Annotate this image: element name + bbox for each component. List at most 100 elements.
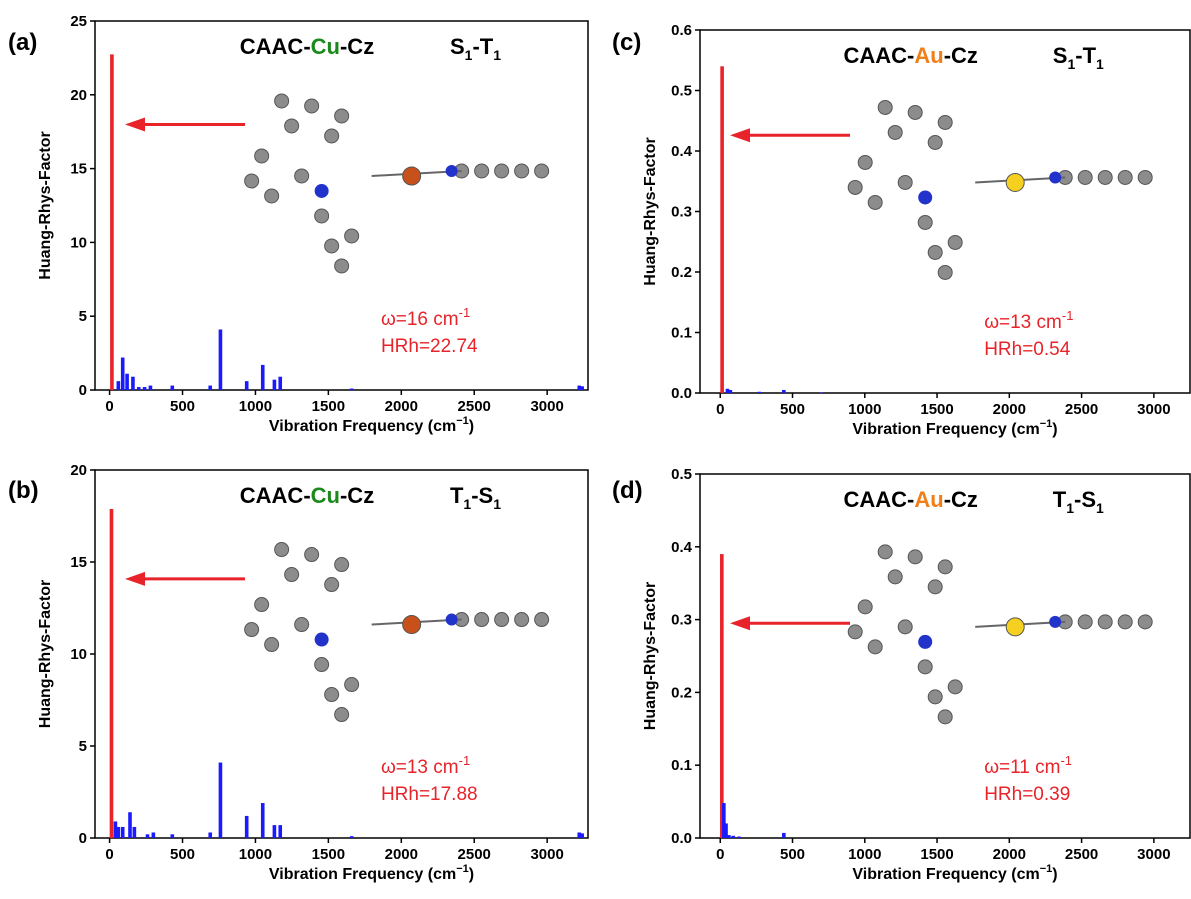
bar bbox=[131, 377, 135, 390]
state-part: -S bbox=[1074, 487, 1096, 512]
atom bbox=[938, 560, 952, 574]
bar bbox=[720, 554, 724, 838]
bar bbox=[245, 381, 249, 390]
hr-annotation: HRh=0.39 bbox=[984, 784, 1070, 805]
x-axis-label: Vibration Frequency (cm−1) bbox=[852, 418, 1057, 438]
panel-title: CAAC-Cu-Cz bbox=[240, 34, 374, 59]
atom bbox=[295, 618, 309, 632]
x-axis-label-sup: −1 bbox=[1040, 863, 1053, 875]
atom bbox=[1138, 170, 1152, 184]
atom bbox=[858, 155, 872, 169]
y-axis-label: Huang-Rhys-Factor bbox=[37, 580, 54, 728]
y-axis-label: Huang-Rhys-Factor bbox=[642, 582, 659, 730]
atom bbox=[938, 115, 952, 129]
bar bbox=[720, 66, 724, 393]
state-part: S bbox=[450, 34, 465, 59]
y-tick-label: 20 bbox=[70, 87, 87, 104]
atom bbox=[285, 568, 299, 582]
bar bbox=[110, 509, 114, 838]
atom bbox=[928, 135, 942, 149]
bar bbox=[782, 833, 786, 838]
atom bbox=[898, 620, 912, 634]
plot-frame bbox=[95, 21, 588, 390]
bar bbox=[117, 381, 121, 390]
n-atom bbox=[315, 184, 329, 198]
x-axis-label-text: Vibration Frequency (cm bbox=[852, 866, 1039, 883]
y-tick-label: 0.0 bbox=[671, 385, 692, 402]
atom bbox=[908, 550, 922, 564]
atom bbox=[285, 119, 299, 133]
x-tick-label: 2500 bbox=[1065, 846, 1098, 863]
bar bbox=[143, 387, 147, 390]
y-tick-label: 0 bbox=[79, 382, 87, 399]
bar bbox=[219, 329, 223, 390]
bar bbox=[580, 833, 584, 838]
x-tick-label: 3000 bbox=[1137, 846, 1170, 863]
bar bbox=[128, 812, 132, 838]
atom bbox=[325, 239, 339, 253]
x-tick-label: 1500 bbox=[920, 846, 953, 863]
metal-atom bbox=[1006, 618, 1024, 636]
atom bbox=[888, 125, 902, 139]
bar bbox=[737, 837, 741, 838]
atom bbox=[475, 164, 489, 178]
metal-atom bbox=[1006, 173, 1024, 191]
y-tick-label: 5 bbox=[79, 738, 87, 755]
x-axis-label-end: ) bbox=[469, 866, 474, 883]
state-part: 1 bbox=[465, 47, 473, 63]
atom bbox=[495, 613, 509, 627]
y-tick-label: 0.5 bbox=[671, 83, 692, 100]
y-tick-label: 10 bbox=[70, 646, 87, 663]
x-tick-label: 2000 bbox=[993, 846, 1026, 863]
bar bbox=[121, 358, 125, 390]
panel: (b)05101520050010001500200025003000Vibra… bbox=[8, 462, 588, 883]
x-tick-label: 0 bbox=[105, 846, 113, 863]
atom bbox=[1118, 615, 1132, 629]
title-part: Cu bbox=[311, 483, 340, 508]
x-axis-label-sup: −1 bbox=[1040, 418, 1053, 430]
bar bbox=[245, 816, 249, 838]
x-axis-label-end: ) bbox=[1052, 866, 1057, 883]
state-part: T bbox=[450, 483, 464, 508]
x-tick-label: 1000 bbox=[848, 846, 881, 863]
n-atom bbox=[918, 635, 932, 649]
bar bbox=[133, 827, 137, 838]
x-tick-label: 3000 bbox=[530, 846, 563, 863]
atom bbox=[265, 189, 279, 203]
x-tick-label: 1500 bbox=[920, 401, 953, 418]
atom bbox=[325, 578, 339, 592]
state-part: -T bbox=[1075, 43, 1096, 68]
y-tick-label: 0.3 bbox=[671, 204, 692, 221]
n-atom bbox=[1049, 616, 1061, 628]
y-tick-label: 0.5 bbox=[671, 466, 692, 483]
atom bbox=[315, 658, 329, 672]
bar bbox=[137, 387, 141, 390]
bar bbox=[350, 389, 354, 390]
title-part: Au bbox=[914, 43, 943, 68]
x-tick-label: 1000 bbox=[239, 846, 272, 863]
panel-title: CAAC-Au-Cz bbox=[843, 487, 977, 512]
y-axis-label: Huang-Rhys-Factor bbox=[37, 131, 54, 279]
y-tick-label: 25 bbox=[70, 13, 87, 30]
state-part: 1 bbox=[1096, 56, 1104, 72]
atom bbox=[848, 625, 862, 639]
x-tick-label: 1500 bbox=[312, 846, 345, 863]
bar bbox=[261, 803, 265, 838]
omega-annotation: ω=16 cm-1 bbox=[381, 305, 470, 330]
bar bbox=[278, 825, 282, 838]
title-part: -Cz bbox=[340, 34, 374, 59]
molecule-illustration bbox=[848, 545, 1152, 724]
atom bbox=[305, 99, 319, 113]
hr-annotation: HRh=0.54 bbox=[984, 339, 1071, 360]
state-label: T1-S1 bbox=[1053, 487, 1104, 516]
x-axis-label-end: ) bbox=[469, 418, 474, 435]
bar bbox=[208, 386, 212, 390]
title-part: CAAC- bbox=[843, 487, 914, 512]
atom bbox=[1098, 615, 1112, 629]
atom bbox=[515, 613, 529, 627]
state-part: -S bbox=[471, 483, 493, 508]
title-part: CAAC- bbox=[240, 483, 311, 508]
atom bbox=[1138, 615, 1152, 629]
omega-text: ω=13 cm bbox=[984, 312, 1062, 333]
